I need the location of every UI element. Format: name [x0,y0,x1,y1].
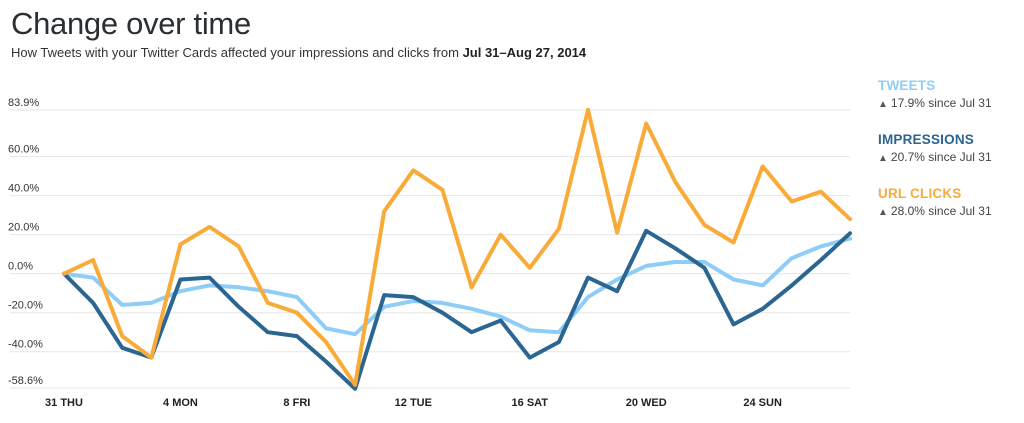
arrow-up-icon: ▲ [878,99,888,110]
y-tick-label: 83.9% [8,97,39,109]
series-line-url-clicks[interactable] [62,107,852,387]
arrow-up-icon: ▲ [878,153,888,164]
x-tick-label: 12 TUE [395,397,432,409]
y-tick-label: 20.0% [8,222,39,234]
change-text: 17.9% since Jul 31 [890,96,992,110]
legend: TWEETS ▲ 17.9% since Jul 31 IMPRESSIONS ▲… [878,78,1018,240]
grid-lines [10,109,850,389]
x-tick-label: 24 SUN [743,397,782,409]
legend-item-impressions[interactable]: IMPRESSIONS ▲ 20.7% since Jul 31 [878,132,1018,168]
legend-change: ▲ 17.9% since Jul 31 [878,94,1018,114]
legend-change: ▲ 20.7% since Jul 31 [878,148,1018,168]
change-text: 20.7% since Jul 31 [890,150,992,164]
series-line-impressions[interactable] [62,228,852,391]
x-tick-label: 4 MON [163,397,198,409]
y-tick-label: 40.0% [8,183,39,195]
legend-label: IMPRESSIONS [878,132,974,147]
series-lines [62,107,852,391]
x-tick-label: 8 FRI [283,397,310,409]
x-axis-ticks: 31 THU 4 MON 8 FRI 12 TUE 16 SAT 20 WED 24 SUN [45,397,782,409]
x-tick-label: 16 SAT [512,397,549,409]
line-chart: 83.9% 60.0% 40.0% 20.0% 0.0% -20.0% -40.0% -58.… [8,97,852,409]
legend-change: ▲ 28.0% since Jul 31 [878,202,1018,222]
legend-label: TWEETS [878,78,936,93]
y-tick-label: 60.0% [8,144,39,156]
legend-label: URL CLICKS [878,186,962,201]
y-tick-label: 0.0% [8,261,33,273]
x-tick-label: 20 WED [626,397,667,409]
y-tick-label: -20.0% [8,300,43,312]
legend-item-url-clicks[interactable]: URL CLICKS ▲ 28.0% since Jul 31 [878,186,1018,222]
series-line-tweets[interactable] [62,236,852,337]
subtitle-text: How Tweets with your Twitter Cards affec… [11,45,463,60]
y-tick-label: -40.0% [8,339,43,351]
arrow-up-icon: ▲ [878,207,888,218]
x-tick-label: 31 THU [45,397,83,409]
page-title: Change over time [11,6,251,41]
y-axis-ticks: 83.9% 60.0% 40.0% 20.0% 0.0% -20.0% -40.0% -58.… [8,97,43,387]
legend-item-tweets[interactable]: TWEETS ▲ 17.9% since Jul 31 [878,78,1018,114]
subtitle: How Tweets with your Twitter Cards affec… [11,45,586,60]
y-tick-label: -58.6% [8,375,43,387]
date-range: Jul 31–Aug 27, 2014 [462,45,587,60]
change-text: 28.0% since Jul 31 [890,204,992,218]
